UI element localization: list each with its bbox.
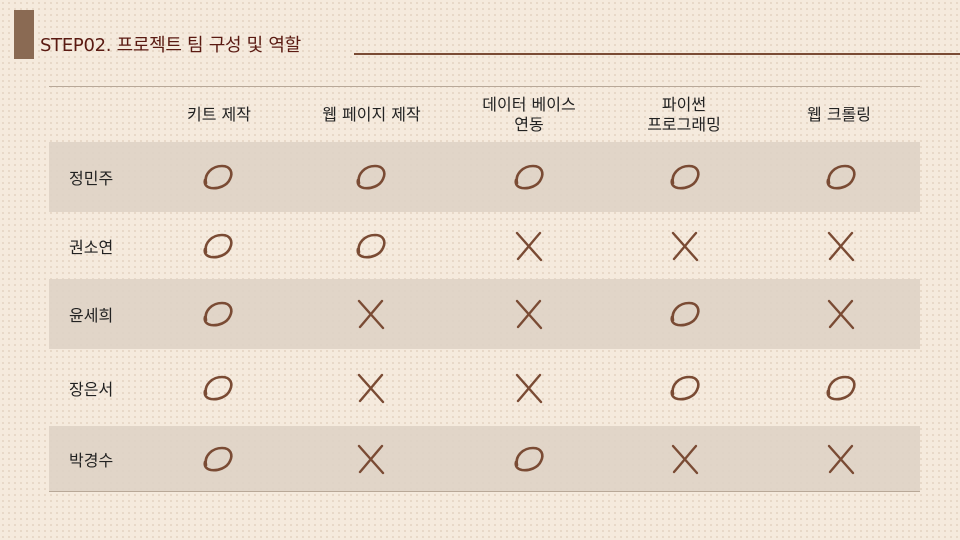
- accent-bar: [14, 10, 34, 59]
- table-row: 권소연: [49, 213, 920, 279]
- table-row: 윤세희: [49, 279, 920, 349]
- o-mark-icon: [655, 142, 715, 212]
- o-mark-icon: [811, 142, 871, 212]
- member-name: 장은서: [69, 379, 114, 399]
- o-mark-icon: [188, 349, 248, 426]
- table-top-border: [49, 86, 920, 87]
- o-mark-icon: [499, 426, 559, 491]
- x-mark-icon: [499, 279, 559, 349]
- member-name: 윤세희: [69, 306, 114, 325]
- title-underline: [354, 53, 960, 55]
- o-mark-icon: [188, 142, 248, 212]
- x-mark-icon: [811, 279, 871, 349]
- column-header-kit: 키트 제작: [187, 104, 251, 124]
- o-mark-icon: [811, 349, 871, 426]
- o-mark-icon: [188, 426, 248, 491]
- column-header-database: 데이터 베이스 연동: [482, 94, 576, 134]
- x-mark-icon: [341, 279, 401, 349]
- x-mark-icon: [341, 349, 401, 426]
- table-row: 정민주: [49, 142, 920, 212]
- member-name: 박경수: [69, 450, 114, 470]
- o-mark-icon: [341, 142, 401, 212]
- x-mark-icon: [341, 426, 401, 491]
- member-name: 권소연: [69, 238, 114, 257]
- slide-title: STEP02. 프로젝트 팀 구성 및 역할: [40, 35, 301, 56]
- member-name: 정민주: [69, 169, 114, 188]
- o-mark-icon: [341, 213, 401, 279]
- table-header-row: 키트 제작 웹 페이지 제작 데이터 베이스 연동 파이썬 프로그래밍 웹 크롤…: [49, 87, 920, 142]
- table-row: 박경수: [49, 426, 920, 491]
- x-mark-icon: [655, 213, 715, 279]
- o-mark-icon: [188, 213, 248, 279]
- column-header-web-page: 웹 페이지 제작: [322, 104, 421, 124]
- o-mark-icon: [655, 279, 715, 349]
- x-mark-icon: [499, 349, 559, 426]
- table-bottom-border: [49, 491, 920, 492]
- o-mark-icon: [188, 279, 248, 349]
- x-mark-icon: [499, 213, 559, 279]
- o-mark-icon: [655, 349, 715, 426]
- column-header-crawling: 웹 크롤링: [807, 104, 871, 124]
- x-mark-icon: [655, 426, 715, 491]
- column-header-python: 파이썬 프로그래밍: [647, 94, 721, 134]
- o-mark-icon: [499, 142, 559, 212]
- table-row: 장은서: [49, 349, 920, 426]
- x-mark-icon: [811, 213, 871, 279]
- x-mark-icon: [811, 426, 871, 491]
